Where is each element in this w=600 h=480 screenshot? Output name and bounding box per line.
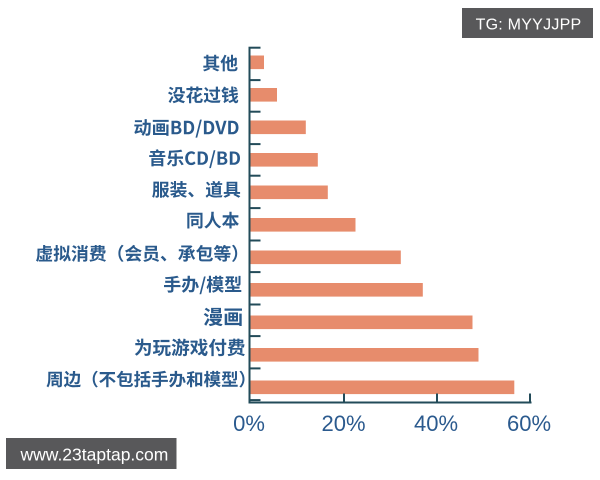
svg-text:TG: MYYJJPP: TG: MYYJJPP [476, 17, 582, 34]
svg-text:20%: 20% [321, 411, 365, 436]
svg-text:40%: 40% [414, 411, 458, 436]
svg-text:www.23taptap.com: www.23taptap.com [20, 444, 169, 464]
svg-text:0%: 0% [233, 411, 265, 436]
svg-text:60%: 60% [507, 411, 551, 436]
